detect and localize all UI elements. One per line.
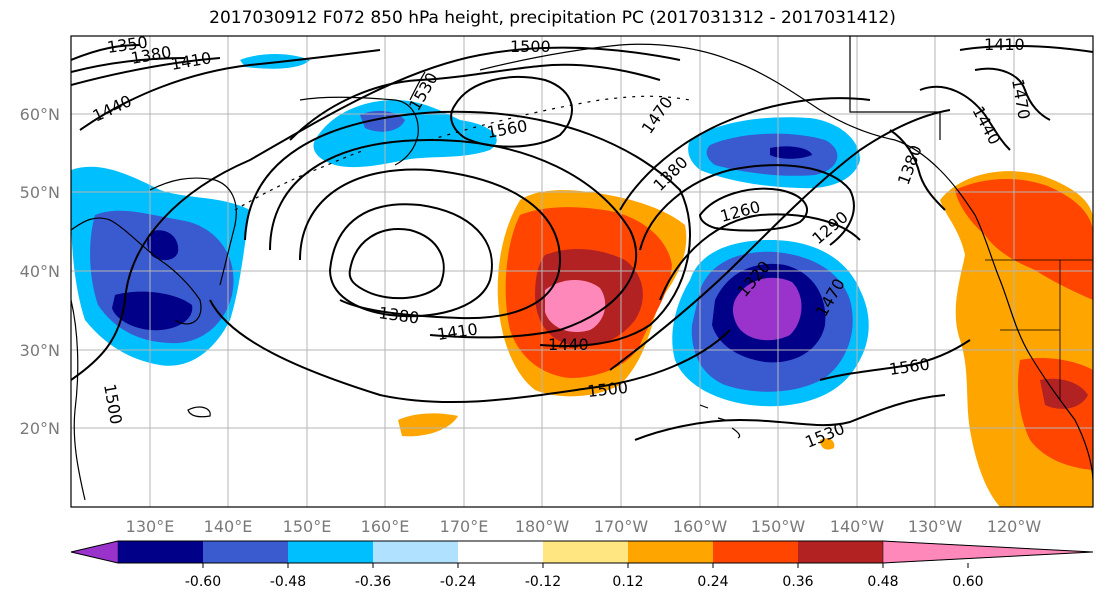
contour-1410-ne [959, 44, 1093, 53]
kuril-islands [234, 149, 366, 211]
colorbar-segment [118, 541, 203, 563]
lon-label: 170°E [440, 517, 489, 536]
neg-anomaly-japan-core [147, 230, 179, 261]
pos-anomaly-dateline-peak [545, 279, 606, 332]
lat-label: 30°N [20, 341, 60, 360]
pos-anomaly-westcoast-mid [955, 178, 1093, 300]
lon-label: 120°W [987, 517, 1042, 536]
pos-anomaly-westcoast-core [1040, 378, 1088, 409]
contour-1380-east [619, 97, 871, 211]
colorbar-tick-label: 0.48 [867, 574, 898, 590]
contour-1530 [289, 63, 661, 141]
colorbar-tick-label: -0.48 [270, 574, 306, 590]
contour-1440 [244, 110, 691, 347]
kamchatka-coast [299, 71, 426, 166]
lon-label: 170°W [594, 517, 649, 536]
colorbar: -0.60 -0.48 -0.36 -0.24 -0.12 0.12 0.24 … [70, 540, 1094, 590]
colorbar-extend-low [70, 540, 119, 564]
canada-border [849, 36, 941, 140]
colorbar-segment [628, 541, 713, 563]
pacific-island [187, 406, 211, 418]
colorbar-segment [798, 541, 883, 563]
contour-1500-mid [209, 299, 731, 404]
pos-anomaly-island [398, 413, 458, 437]
colorbar-extend-high [882, 540, 1094, 564]
lat-label: 20°N [20, 419, 60, 438]
map-frame [70, 35, 1094, 508]
colorbar-segment [288, 541, 373, 563]
neg-anomaly-alaska-core [770, 146, 812, 159]
colorbar-tick-label: 0.60 [952, 574, 983, 590]
us-states [985, 259, 1093, 400]
contour-1380 [299, 168, 562, 320]
contour-label: 1500 [510, 37, 551, 56]
map-title: 2017030912 F072 850 hPa height, precipit… [209, 8, 896, 28]
contour-1470-ne [974, 67, 1051, 121]
neg-anomaly-pacific-peak [732, 277, 802, 341]
lat-label: 40°N [20, 262, 60, 281]
lat-label: 60°N [20, 105, 60, 124]
lat-label: 50°N [20, 183, 60, 202]
colorbar-tick-label: 0.12 [612, 574, 643, 590]
colorbar-tick-label: 0.36 [782, 574, 813, 590]
aleutian-islands [429, 95, 691, 141]
contour-1320 [659, 213, 861, 301]
colorbar-tick-label: -0.24 [440, 574, 476, 590]
colorbar-tick-label: -0.36 [355, 574, 391, 590]
lon-axis: 130°E 140°E 150°E 160°E 170°E 180°W 170°… [126, 517, 1042, 536]
colorbar-tick-label: -0.60 [185, 574, 221, 590]
lon-label: 140°W [830, 517, 885, 536]
coastlines [71, 36, 1093, 501]
contour-1380-ne [889, 129, 946, 211]
lon-label: 160°E [361, 517, 410, 536]
contour-1260 [698, 187, 808, 232]
contour-1350 [71, 44, 141, 61]
pos-anomaly-hawaii [820, 438, 835, 450]
contour-low-ring1 [348, 228, 445, 300]
contour-1410 [269, 138, 638, 339]
colorbar-ticks [202, 563, 969, 568]
contour-1440-ne [919, 85, 1011, 151]
neg-anomaly-japan-core2 [112, 291, 193, 331]
contour-1560-south [819, 339, 971, 381]
contour-low-ring2 [328, 203, 493, 318]
lon-label: 130°E [126, 517, 175, 536]
lon-label: 140°E [204, 517, 253, 536]
colorbar-outline [70, 540, 1094, 564]
contour-label: 1500 [586, 378, 628, 401]
contour-1290 [639, 164, 855, 251]
contour-label: 1410 [984, 35, 1025, 54]
contour-1410-nw [71, 57, 221, 86]
colorbar-tick-label: -0.12 [525, 574, 561, 590]
precipitation-fill [71, 54, 1093, 507]
contour-1500 [71, 46, 681, 381]
lat-axis: 60°N 50°N 40°N 30°N 20°N [20, 105, 60, 438]
lon-label: 160°W [673, 517, 728, 536]
colorbar-segment [713, 541, 798, 563]
colorbar-segment [373, 541, 458, 563]
contour-1560-high [450, 76, 573, 148]
contour-1380-nw [71, 57, 186, 73]
lon-label: 150°E [283, 517, 332, 536]
lon-label: 130°W [908, 517, 963, 536]
colorbar-segment [203, 541, 288, 563]
northamerica-coast [939, 169, 1093, 481]
colorbar-segment [458, 541, 543, 563]
lon-label: 180°W [515, 517, 570, 536]
colorbar-segment [543, 541, 628, 563]
height-contours [71, 44, 1093, 441]
contour-1530-south [634, 394, 946, 441]
graticule [71, 36, 1093, 507]
contour-label: 1440 [548, 335, 589, 354]
asia-coast [71, 177, 237, 501]
colorbar-tick-label: 0.24 [697, 574, 728, 590]
contour-1440-nw [79, 49, 381, 131]
lon-label: 150°W [751, 517, 806, 536]
